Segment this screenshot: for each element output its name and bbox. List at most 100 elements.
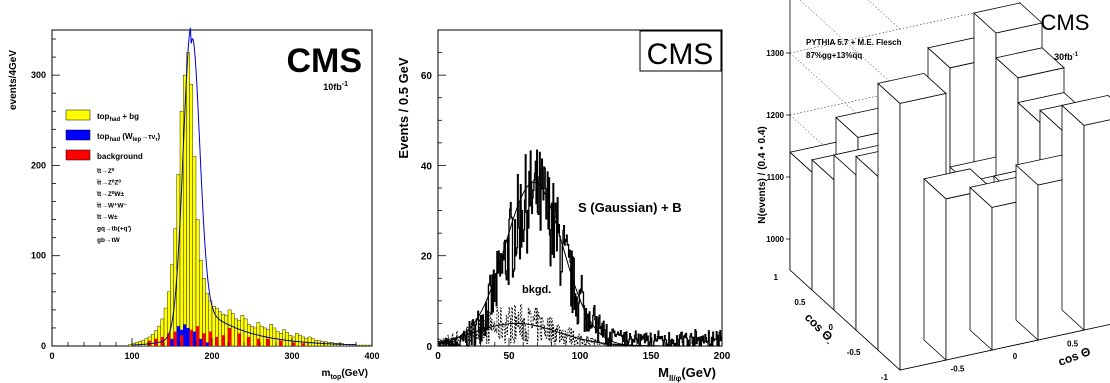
bar [150,334,155,347]
process-label: t̅t→Z⁰ [96,167,115,175]
bar-face [923,177,947,361]
tick-label: 400 [364,351,379,361]
cms-logo-box [639,30,722,72]
bar-face [1061,104,1085,331]
bar [228,327,232,346]
bar [237,333,241,346]
tick-label: 1300 [766,49,784,58]
tick-label: 0 [41,341,46,351]
tick-label: 300 [284,351,299,361]
x-axis-label: mtop(GeV) [322,368,368,381]
legend-label: tophad (Wlep→τντ) [97,132,160,143]
lego-plot-panel: 100011001200130014001500 CMS PYTHIA 5.7 … [757,0,1110,382]
bar [279,340,283,346]
bar-face [995,47,1065,79]
mass-histogram-panel: 0 50 100 150 200 0 20 40 60 CMS S (Gaussian) + … [396,29,731,383]
bar [272,327,277,347]
bar [224,315,229,347]
bar [368,344,373,347]
grid-line [799,0,901,92]
legend-label: background [97,152,143,161]
tick-label: 100 [572,351,589,362]
tick-label: 100 [31,251,46,261]
bar [234,318,238,347]
bar [301,343,305,346]
bar-face [877,72,947,104]
bar [230,313,235,347]
bar-face [1015,164,1039,341]
bar [285,332,290,347]
z-axis-label: N(events) / (0.4 • 0.4) [757,126,768,223]
legend-swatch-red [65,149,91,161]
tick-label: 100 [124,351,139,361]
legend-swatch-blue [65,129,91,141]
bar [173,331,177,346]
bar [189,83,194,347]
bar [192,331,196,346]
process-label: t̅t→Z⁰Z⁰ [96,179,121,187]
tick-label: 0 [1013,352,1018,361]
tick-label: -0.5 [951,365,965,374]
tick-label: 0.5 [1067,340,1079,349]
cms-logo: CMS [286,42,362,80]
bar [359,344,363,347]
cms-logo: CMS [1041,10,1090,35]
bar [250,325,254,347]
bar-face [855,155,879,351]
bar [298,334,302,347]
process-label: t̅t→W± [96,213,118,221]
bar [128,343,133,347]
x-axis-ticks: 0 50 100 150 200 [435,338,731,362]
grid-line [867,0,901,30]
background-annotation: bkgd. [522,284,551,296]
background-histogram [438,304,722,347]
process-label: t̅t→Z⁰W± [96,190,124,198]
bar [355,344,360,347]
tick-label: 0 [426,342,432,353]
tick-label: 0 [49,351,54,361]
bar [253,327,258,347]
bar [176,326,180,346]
bar-face [1083,119,1110,331]
bar [205,342,209,346]
bar-face [833,154,857,331]
tick-label: 0.5 [794,298,806,307]
x-axis-ticks: 0 100 200 300 400 [49,338,380,361]
bar [365,344,370,347]
bar-face [973,2,1043,34]
x-axis-label: Mll/φ(GeV) [658,365,716,383]
bar [192,156,197,347]
bar [180,335,184,346]
tick-label: 1 [774,273,779,282]
bar [208,331,212,346]
tick-label: 1200 [766,111,784,120]
bar [189,329,193,346]
legend-label: tophad + bg [97,112,139,123]
tick-label: 50 [503,351,515,362]
bar [167,333,171,346]
cms-logo: CMS [647,38,714,71]
bar [218,311,222,347]
tick-label: 1100 [767,173,785,182]
tick-label: 150 [643,351,660,362]
bar [282,329,286,347]
fit-curve [131,27,356,346]
right-axis-ticks: -0.5 0 0.5 [951,340,1079,374]
left-axis-ticks: 1 0.5 0 -0.5 -1 [774,273,889,382]
bar [141,340,146,347]
bar [215,336,219,346]
y-axis-label: Events / 0.5 GeV [396,57,411,158]
bar [183,324,187,346]
process-label: gq→tb(+q') [97,226,131,233]
luminosity-label: 10fb-1 [323,81,348,92]
tick-label: 200 [31,160,46,170]
bar-face [1061,94,1110,126]
tick-label: 1000 [766,235,784,244]
bar-face [969,186,993,351]
bar [170,264,174,347]
tick-label: 200 [204,351,219,361]
bar [179,111,184,347]
bar [138,341,142,347]
background-bars [148,326,305,346]
